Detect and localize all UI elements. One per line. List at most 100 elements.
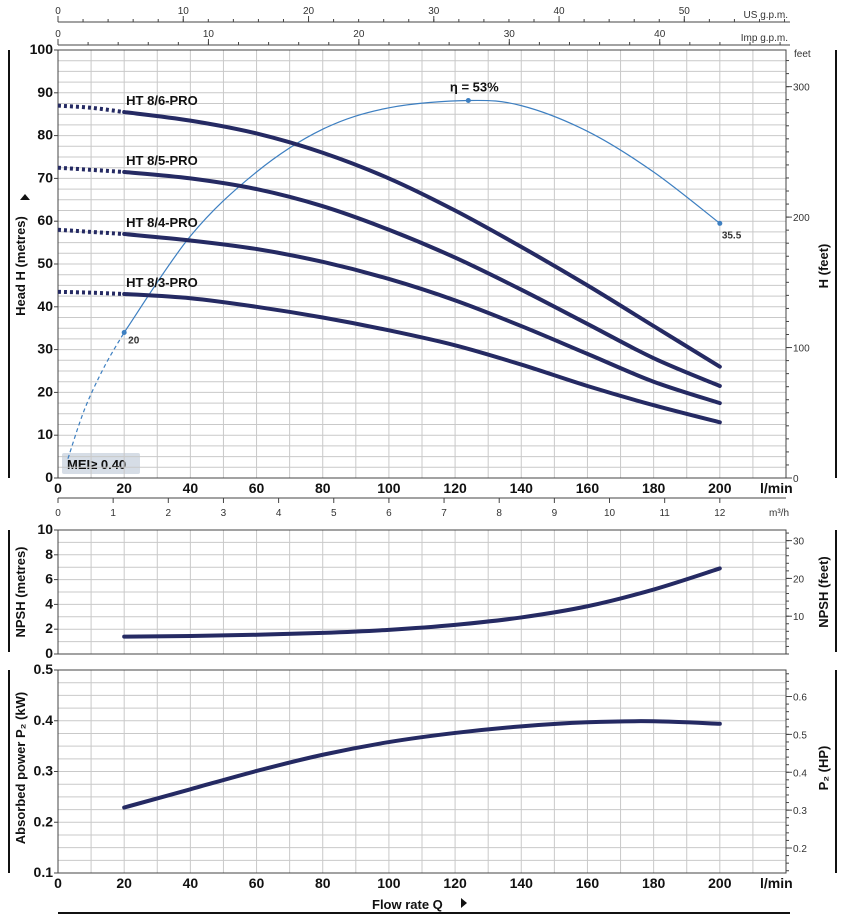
x-tick-label: 160 xyxy=(576,875,600,891)
mei-badge-bg xyxy=(62,453,140,474)
y2-tick-label: 200 xyxy=(793,213,810,224)
m3h-tick-label: 2 xyxy=(166,508,172,519)
x-tick-label: 180 xyxy=(642,480,666,496)
y-tick-label: 10 xyxy=(37,521,53,537)
m3h-tick-label: 0 xyxy=(55,508,61,519)
y-tick-label: 2 xyxy=(45,620,53,636)
x-tick-label: 200 xyxy=(708,480,732,496)
x-tick-label: 140 xyxy=(510,875,534,891)
x-tick-label: 80 xyxy=(315,480,331,496)
x-tick-label: 100 xyxy=(377,480,401,496)
power-x-unit: l/min xyxy=(760,875,793,891)
gpm-tick-label: 40 xyxy=(553,6,565,17)
x-tick-label: 180 xyxy=(642,875,666,891)
efficiency-peak-point xyxy=(465,98,471,104)
flow-rate-arrow-icon xyxy=(461,898,467,908)
head-curve xyxy=(122,232,722,406)
head-x-unit: l/min xyxy=(760,480,793,496)
x-tick-label: 120 xyxy=(443,480,467,496)
m3h-tick-label: 5 xyxy=(331,508,337,519)
y2-tick-label: 0.3 xyxy=(793,806,807,817)
y2-tick-label: 0.5 xyxy=(793,730,807,741)
power-hp-axis-title: P₂ (HP) xyxy=(816,746,831,791)
y2-tick-label: 20 xyxy=(793,574,805,585)
x-tick-label: 140 xyxy=(510,480,534,496)
y-tick-label: 0.5 xyxy=(34,661,54,677)
efficiency-start-point xyxy=(121,329,127,335)
gpm-tick-label: 10 xyxy=(178,6,190,17)
y2-tick-label: 0.2 xyxy=(793,844,807,855)
y-tick-label: 30 xyxy=(37,341,53,357)
efficiency-end-point xyxy=(717,220,723,226)
m3h-tick-label: 8 xyxy=(496,508,502,519)
x-tick-label: 0 xyxy=(54,480,62,496)
m3h-tick-label: 7 xyxy=(441,508,447,519)
us-gpm-unit: US g.p.m. xyxy=(744,10,788,21)
x-tick-label: 60 xyxy=(249,875,265,891)
x-tick-label: 40 xyxy=(183,480,199,496)
x-tick-label: 0 xyxy=(54,875,62,891)
feet-unit: feet xyxy=(794,49,811,60)
y-tick-label: 100 xyxy=(30,41,54,57)
y-tick-label: 8 xyxy=(45,546,53,562)
head-curve xyxy=(122,291,722,425)
gpm-tick-label: 20 xyxy=(353,29,365,40)
y2-tick-label: 10 xyxy=(793,612,805,623)
gpm-tick-label: 20 xyxy=(303,6,315,17)
y2-tick-label: 300 xyxy=(793,83,810,94)
power-curve xyxy=(122,719,722,810)
y2-tick-label: 0.4 xyxy=(793,768,807,779)
npsh-axis-title: NPSH (metres) xyxy=(13,546,28,637)
efficiency-start-label: 20 xyxy=(128,335,140,346)
x-tick-label: 200 xyxy=(708,875,732,891)
m3h-tick-label: 1 xyxy=(110,508,116,519)
y-tick-label: 6 xyxy=(45,571,53,587)
gpm-tick-label: 30 xyxy=(504,29,516,40)
y-tick-label: 0.3 xyxy=(34,763,54,779)
y-tick-label: 40 xyxy=(37,298,53,314)
m3h-tick-label: 11 xyxy=(659,508,670,519)
y-tick-label: 60 xyxy=(37,212,53,228)
m3h-tick-label: 3 xyxy=(221,508,227,519)
head-curve-extension xyxy=(57,103,125,115)
y-tick-label: 80 xyxy=(37,127,53,143)
y-tick-label: 10 xyxy=(37,426,53,442)
gpm-tick-label: 0 xyxy=(55,29,61,40)
y2-tick-label: 0.6 xyxy=(793,693,807,704)
y-tick-label: 0.4 xyxy=(34,712,54,728)
npsh-curve xyxy=(122,566,722,639)
npsh-feet-axis-title: NPSH (feet) xyxy=(816,556,831,628)
head-feet-axis-title: H (feet) xyxy=(816,244,831,289)
y2-tick-label: 30 xyxy=(793,537,805,548)
head-axis-title: Head H (metres) xyxy=(13,216,28,316)
y-tick-label: 0 xyxy=(45,645,53,661)
head-curve-extension xyxy=(57,227,125,237)
y-tick-label: 0 xyxy=(45,469,53,485)
m3h-tick-label: 4 xyxy=(276,508,282,519)
imp-gpm-unit: Imp g.p.m. xyxy=(741,33,788,44)
efficiency-curve-dashed xyxy=(67,332,125,459)
head-axis-arrow-icon xyxy=(20,194,30,200)
y-tick-label: 0.2 xyxy=(34,813,54,829)
y2-tick-label: 0 xyxy=(793,474,799,485)
y-tick-label: 4 xyxy=(45,595,53,611)
plot-frame xyxy=(57,529,787,655)
y-tick-label: 90 xyxy=(37,84,53,100)
efficiency-curve xyxy=(123,99,721,333)
head-curve-label: HT 8/3-PRO xyxy=(126,275,198,290)
m3h-tick-label: 12 xyxy=(714,508,726,519)
flow-rate-title: Flow rate Q xyxy=(372,897,443,912)
m3h-tick-label: 9 xyxy=(552,508,558,519)
head-curve-label: HT 8/6-PRO xyxy=(126,93,198,108)
m3h-tick-label: 10 xyxy=(604,508,616,519)
x-tick-label: 120 xyxy=(443,875,467,891)
head-curve-extension xyxy=(57,165,125,174)
m3h-unit: m³/h xyxy=(769,508,789,519)
x-tick-label: 80 xyxy=(315,875,331,891)
x-tick-label: 60 xyxy=(249,480,265,496)
y-tick-label: 70 xyxy=(37,169,53,185)
head-curve xyxy=(122,110,722,369)
x-tick-label: 20 xyxy=(116,875,132,891)
gpm-tick-label: 50 xyxy=(679,6,691,17)
gpm-tick-label: 0 xyxy=(55,6,61,17)
